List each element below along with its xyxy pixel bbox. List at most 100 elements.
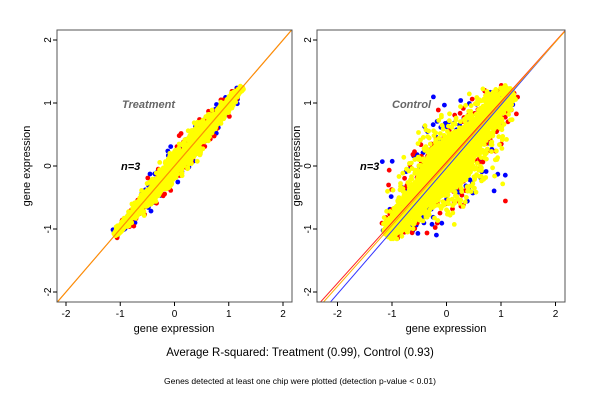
- control-point-red: [459, 192, 465, 198]
- treatment-x-tick-label: -2: [62, 309, 71, 320]
- control-point-yellow: [412, 218, 417, 224]
- treatment-point-yellow: [176, 141, 182, 147]
- control-point-yellow: [490, 126, 496, 132]
- control-point-yellow: [452, 121, 458, 127]
- control-point-yellow: [474, 160, 480, 166]
- treatment-x-tick-label: 1: [226, 309, 232, 320]
- control-point-red: [424, 230, 430, 236]
- treatment-point-yellow: [209, 107, 215, 113]
- control-point-blue: [431, 94, 436, 100]
- control-point-yellow: [400, 188, 406, 194]
- control-point-yellow: [499, 146, 505, 151]
- control-x-tick-label: 1: [498, 309, 504, 320]
- control-point-yellow: [412, 170, 418, 176]
- control-point-blue: [502, 172, 508, 178]
- control-point-yellow: [506, 107, 512, 113]
- control-point-yellow: [489, 149, 494, 154]
- control-point-yellow: [498, 85, 504, 91]
- control-point-yellow: [458, 119, 463, 124]
- control-point-yellow: [457, 200, 463, 206]
- control-point-red: [412, 149, 417, 155]
- treatment-point-yellow: [153, 199, 159, 204]
- control-point-yellow: [452, 190, 458, 195]
- control-point-yellow: [436, 203, 442, 208]
- treatment-point-yellow: [194, 158, 200, 164]
- control-point-yellow: [463, 103, 468, 108]
- control-point-yellow: [382, 226, 388, 231]
- control-point-yellow: [432, 215, 437, 221]
- control-point-yellow: [447, 111, 452, 117]
- treatment-point-blue: [148, 208, 154, 214]
- control-fit-red-line: [319, 30, 565, 302]
- control-x-tick-label: -1: [388, 309, 397, 320]
- control-point-yellow: [481, 98, 486, 103]
- control-point-yellow: [400, 170, 406, 176]
- control-point-yellow: [462, 116, 468, 122]
- treatment-point-yellow: [162, 160, 168, 166]
- control-point-red: [402, 175, 407, 181]
- control-point-yellow: [497, 142, 502, 148]
- control-point-yellow: [446, 123, 451, 129]
- treatment-point-yellow: [228, 90, 234, 96]
- control-point-yellow: [483, 150, 489, 156]
- treatment-point-red: [176, 133, 182, 139]
- control-point-yellow: [483, 93, 488, 98]
- control-point-yellow: [478, 163, 483, 169]
- control-point-yellow: [509, 102, 514, 108]
- control-y-tick-label: 1: [303, 100, 314, 106]
- control-y-tick-label: -1: [303, 224, 314, 233]
- control-point-blue: [442, 102, 447, 108]
- control-point-yellow: [481, 176, 487, 182]
- control-point-yellow: [460, 204, 466, 209]
- control-point-yellow: [509, 117, 515, 123]
- treatment-x-tick-label: 2: [280, 309, 286, 320]
- treatment-point-red: [145, 175, 151, 181]
- control-point-yellow: [449, 197, 455, 202]
- control-point-yellow: [439, 122, 445, 128]
- control-point-blue: [430, 122, 436, 128]
- control-point-yellow: [494, 93, 500, 99]
- control-point-red: [386, 182, 391, 188]
- control-point-yellow: [490, 165, 495, 171]
- control-point-red: [437, 210, 443, 216]
- control-point-yellow: [472, 174, 478, 180]
- treatment-point-blue: [147, 171, 153, 177]
- control-point-yellow: [427, 141, 433, 147]
- control-point-yellow: [425, 134, 431, 140]
- control-point-yellow: [384, 208, 389, 214]
- control-point-yellow: [468, 103, 474, 109]
- control-point-yellow: [445, 209, 451, 215]
- control-point-yellow: [393, 206, 398, 211]
- control-point-yellow: [446, 197, 451, 203]
- control-point-red: [435, 107, 441, 113]
- control-point-yellow: [423, 127, 429, 133]
- control-point-yellow: [398, 184, 403, 189]
- treatment-point-yellow: [126, 209, 132, 215]
- treatment-point-yellow: [198, 150, 203, 156]
- control-point-yellow: [423, 144, 429, 150]
- control-point-yellow: [449, 125, 455, 130]
- control-fit-lines: [319, 30, 565, 302]
- control-point-yellow: [398, 225, 404, 230]
- control-point-red: [409, 230, 415, 236]
- treatment-point-yellow: [148, 180, 154, 186]
- control-point-yellow: [409, 176, 415, 182]
- control-point-yellow: [385, 188, 390, 194]
- control-point-blue: [491, 188, 497, 194]
- control-point-blue: [379, 159, 385, 165]
- control-point-yellow: [422, 147, 428, 153]
- control-point-yellow: [404, 229, 410, 235]
- control-point-yellow: [473, 189, 479, 195]
- control-point-red: [514, 111, 519, 117]
- control-point-yellow: [479, 149, 485, 155]
- main-caption: Average R-squared: Treatment (0.99), Con…: [166, 347, 434, 359]
- treatment-point-yellow: [137, 195, 143, 201]
- control-point-yellow: [401, 154, 407, 160]
- control-n-label: n=3: [360, 161, 379, 173]
- treatment-point-yellow: [155, 171, 161, 176]
